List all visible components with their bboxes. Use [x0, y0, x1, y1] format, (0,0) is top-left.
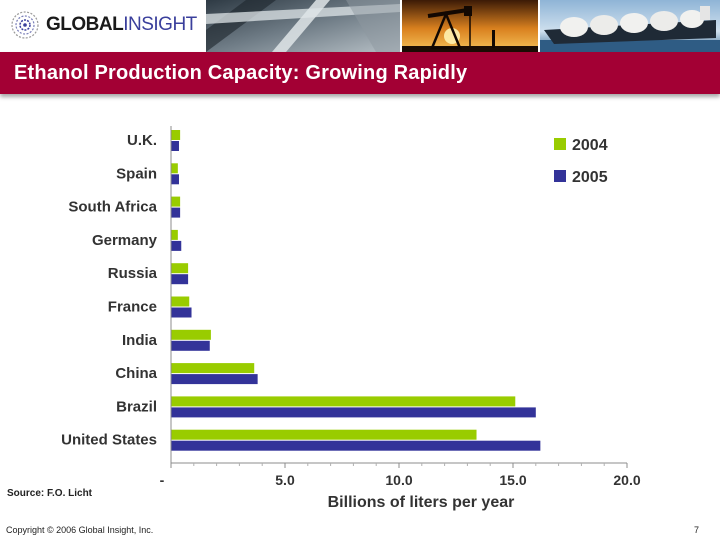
- x-tick-label-4: 20.0: [613, 472, 640, 488]
- bar-brazil-2004: [171, 396, 516, 407]
- page-number: 7: [694, 525, 700, 535]
- category-label-india: India: [122, 332, 158, 349]
- legend-label-2004: 2004: [572, 137, 608, 154]
- slide-title: Ethanol Production Capacity: Growing Rap…: [14, 62, 468, 84]
- header-photo-grid: [206, 0, 400, 52]
- category-label-germany: Germany: [92, 232, 158, 249]
- bar-france-2005: [171, 307, 192, 318]
- legend: 2004 2005: [554, 137, 608, 186]
- category-label-south-africa: South Africa: [68, 199, 157, 216]
- bar-south-africa-2005: [171, 207, 181, 218]
- ethanol-capacity-bar-chart: U.K. Spain South Africa Germany Russia France…: [61, 124, 641, 511]
- category-label-spain: Spain: [116, 165, 157, 182]
- bar-u-k-2004: [171, 130, 181, 140]
- slide-header: GLOBALINSIGHT: [0, 0, 720, 52]
- bar-russia-2005: [171, 274, 189, 285]
- x-axis-title: Billions of liters per year: [328, 494, 515, 511]
- bar-germany-2004: [171, 229, 178, 240]
- category-label-u-k: U.K.: [127, 132, 157, 149]
- oil-pump-image: [402, 0, 538, 52]
- bar-united-states-2004: [171, 429, 477, 440]
- x-tick-label-0: -: [160, 472, 165, 488]
- x-tick-label-1: 5.0: [275, 472, 295, 488]
- bar-spain-2005: [171, 174, 179, 185]
- header-photo-oil-pump: [402, 0, 538, 52]
- bar-germany-2005: [171, 240, 182, 251]
- bar-u-k-2005: [171, 141, 179, 151]
- logo-global: GLOBAL: [46, 14, 124, 35]
- grid-photo-image: [206, 0, 400, 52]
- logo-wordmark: GLOBALINSIGHT: [46, 14, 197, 36]
- bar-china-2005: [171, 374, 258, 385]
- category-label-china: China: [115, 365, 157, 382]
- legend-swatch-2005: [554, 170, 566, 182]
- bar-france-2004: [171, 296, 190, 307]
- bar-south-africa-2004: [171, 196, 181, 207]
- global-insight-logo: GLOBALINSIGHT: [10, 8, 197, 42]
- header-photo-lng-tanker: [540, 0, 720, 52]
- bar-india-2005: [171, 340, 210, 351]
- globe-logo-icon: [11, 11, 39, 39]
- bar-spain-2004: [171, 163, 178, 174]
- title-bar: Ethanol Production Capacity: Growing Rap…: [0, 52, 720, 94]
- x-axis: - 5.0 10.0 15.0 20.0: [160, 126, 641, 488]
- bar-group: [171, 130, 541, 451]
- category-label-united-states: United States: [61, 432, 157, 449]
- lng-tanker-image: [540, 0, 720, 52]
- bar-russia-2004: [171, 263, 189, 274]
- bar-china-2004: [171, 363, 255, 374]
- copyright-notice: Copyright © 2006 Global Insight, Inc.: [6, 525, 154, 535]
- category-label-brazil: Brazil: [116, 398, 157, 415]
- bar-brazil-2005: [171, 407, 536, 418]
- source-note: Source: F.O. Licht: [7, 488, 93, 499]
- category-labels: U.K. Spain South Africa Germany Russia France…: [61, 132, 158, 449]
- logo-insight: INSIGHT: [123, 14, 197, 35]
- bar-india-2004: [171, 329, 211, 340]
- bar-united-states-2005: [171, 440, 541, 451]
- legend-swatch-2004: [554, 138, 566, 150]
- legend-label-2005: 2005: [572, 169, 608, 186]
- category-label-france: France: [108, 299, 157, 316]
- x-tick-label-2: 10.0: [385, 472, 412, 488]
- category-label-russia: Russia: [108, 265, 158, 282]
- x-tick-label-3: 15.0: [499, 472, 526, 488]
